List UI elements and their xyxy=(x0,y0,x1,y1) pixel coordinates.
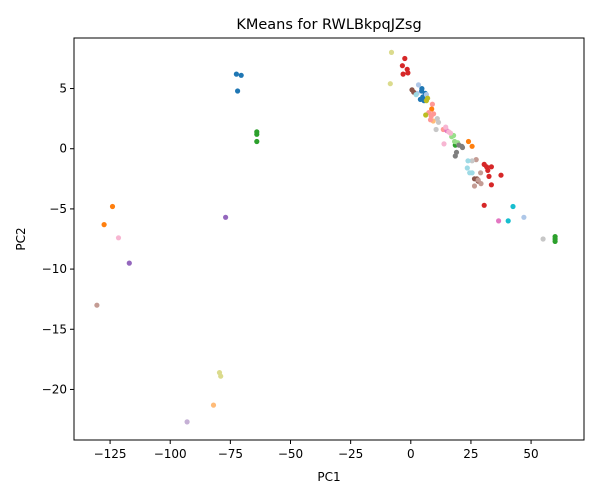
data-point xyxy=(419,86,425,92)
chart-title: KMeans for RWLBkpqJZsg xyxy=(236,17,421,33)
x-tick-label: −100 xyxy=(154,447,187,461)
data-point xyxy=(510,203,516,210)
y-tick-label: 0 xyxy=(59,142,67,156)
data-point xyxy=(469,170,475,176)
data-point xyxy=(126,260,132,266)
y-tick-label: −5 xyxy=(49,202,67,216)
data-point xyxy=(235,88,241,94)
y-tick-label: 5 xyxy=(59,82,67,96)
x-tick-label: 25 xyxy=(463,447,478,461)
data-point xyxy=(496,218,502,224)
data-point xyxy=(481,202,487,208)
x-tick-label: −125 xyxy=(94,447,127,461)
x-tick-label: 50 xyxy=(523,447,538,461)
data-point xyxy=(443,124,449,130)
data-point xyxy=(210,402,217,408)
y-axis: −20 −15 −10 −5 0 5 xyxy=(42,82,74,396)
data-point xyxy=(459,143,465,149)
data-points xyxy=(94,49,558,425)
data-point xyxy=(429,101,435,107)
data-point xyxy=(427,117,434,123)
x-tick-label: −50 xyxy=(278,447,303,461)
data-point xyxy=(486,173,492,179)
data-point xyxy=(218,373,224,379)
data-point xyxy=(115,235,122,241)
data-point xyxy=(402,55,408,62)
data-point xyxy=(475,177,481,183)
y-tick-label: −10 xyxy=(42,262,67,276)
data-point xyxy=(425,95,431,101)
data-point xyxy=(464,165,470,171)
data-point xyxy=(254,131,260,137)
data-point xyxy=(469,143,475,149)
data-point xyxy=(478,181,484,187)
data-point xyxy=(109,203,116,210)
data-point xyxy=(498,172,504,178)
data-point xyxy=(446,129,452,135)
data-point xyxy=(465,158,471,164)
data-point xyxy=(423,112,429,118)
data-point xyxy=(388,49,395,56)
data-point xyxy=(223,214,229,220)
data-point xyxy=(415,82,422,88)
data-point xyxy=(484,164,490,170)
x-axis: −125 −100 −75 −50 −25 0 25 50 xyxy=(94,440,539,461)
data-point xyxy=(488,182,494,188)
data-point xyxy=(405,70,411,76)
data-point xyxy=(488,164,494,170)
data-point xyxy=(399,63,405,69)
data-point xyxy=(94,302,100,308)
data-point xyxy=(469,158,475,164)
data-point xyxy=(233,71,239,77)
data-point xyxy=(431,111,437,117)
data-point xyxy=(400,71,406,77)
data-point xyxy=(478,170,484,176)
data-point xyxy=(238,72,244,78)
data-point xyxy=(505,218,511,224)
data-point xyxy=(471,183,478,189)
x-tick-label: 0 xyxy=(407,447,415,461)
data-point xyxy=(101,222,107,228)
data-point xyxy=(452,153,458,159)
data-point xyxy=(441,141,447,147)
data-point xyxy=(413,92,419,98)
y-tick-label: −20 xyxy=(42,382,67,396)
data-point xyxy=(473,157,479,163)
data-point xyxy=(184,419,190,425)
data-point xyxy=(433,126,439,133)
data-point xyxy=(465,138,472,145)
x-tick-label: −25 xyxy=(338,447,363,461)
data-point xyxy=(540,236,546,242)
data-point xyxy=(552,238,558,244)
data-point xyxy=(429,106,435,112)
data-point xyxy=(254,138,260,145)
y-tick-label: −15 xyxy=(42,322,67,336)
x-axis-label: PC1 xyxy=(317,470,340,484)
plot-frame xyxy=(73,37,585,441)
x-tick-label: −75 xyxy=(218,447,243,461)
data-point xyxy=(387,81,393,87)
data-point xyxy=(435,119,442,125)
y-axis-label: PC2 xyxy=(14,227,28,250)
data-point xyxy=(521,214,527,220)
